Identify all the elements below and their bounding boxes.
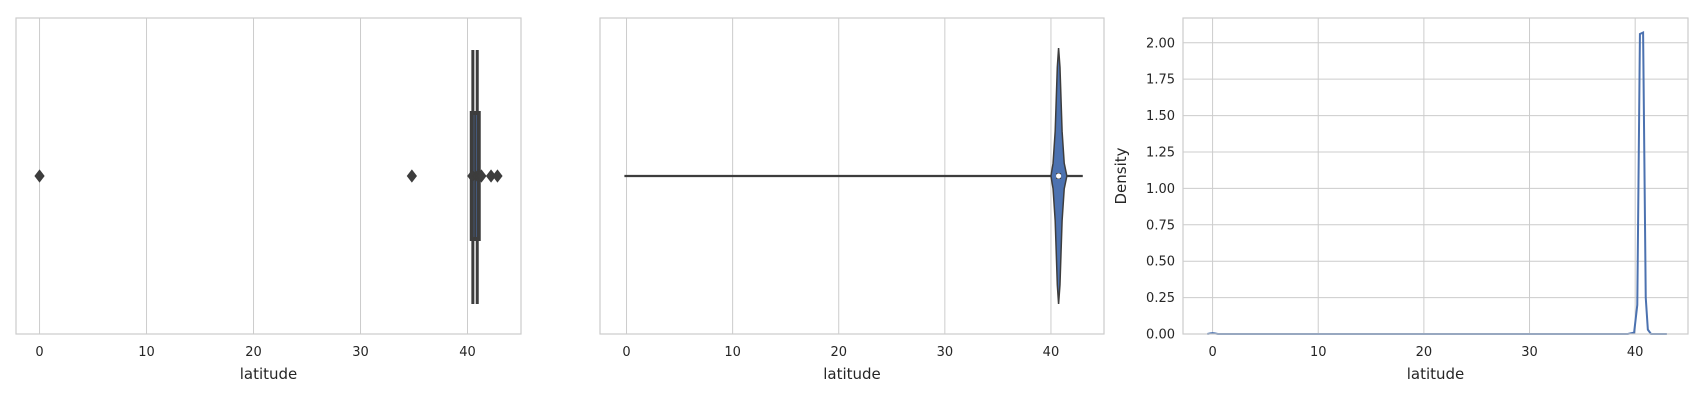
y-tick-label: 0.50 <box>1146 255 1175 270</box>
x-tick-label: 40 <box>1043 345 1060 360</box>
x-axis-label: latitude <box>1407 365 1465 383</box>
x-tick-label: 0 <box>35 345 43 360</box>
x-tick-label: 40 <box>1627 345 1644 360</box>
y-tick-label: 1.75 <box>1146 73 1175 88</box>
y-tick-label: 1.25 <box>1146 145 1175 160</box>
x-tick-label: 30 <box>937 345 954 360</box>
plot-frame <box>15 17 522 335</box>
x-axis-label: latitude <box>823 365 881 383</box>
x-tick-label: 20 <box>1416 345 1433 360</box>
y-tick-label: 0.75 <box>1146 218 1175 233</box>
x-tick-label: 40 <box>459 345 476 360</box>
outlier-point <box>492 169 503 183</box>
x-tick-label: 30 <box>1521 345 1538 360</box>
outlier-point <box>406 169 417 183</box>
median-point <box>1055 173 1062 179</box>
y-tick-label: 0.25 <box>1146 291 1175 306</box>
y-tick-label: 2.00 <box>1146 36 1175 51</box>
x-tick-label: 10 <box>138 345 155 360</box>
outlier-point <box>34 169 45 183</box>
x-tick-label: 10 <box>1310 345 1327 360</box>
boxplot-panel: 0 10 20 30 40 latitude <box>15 17 522 383</box>
violin-plot-panel: 0 10 20 30 40 latitude <box>599 17 1105 383</box>
y-tick-label: 1.50 <box>1146 109 1175 124</box>
x-tick-label: 20 <box>830 345 847 360</box>
x-tick-label: 10 <box>724 345 741 360</box>
y-axis-label: Density <box>1112 147 1130 204</box>
x-axis-label: latitude <box>240 365 298 383</box>
x-tick-label: 0 <box>622 345 630 360</box>
x-tick-label: 0 <box>1208 345 1216 360</box>
plot-frame <box>599 17 1105 335</box>
plot-frame <box>1182 17 1689 335</box>
x-tick-label: 20 <box>245 345 262 360</box>
y-tick-label: 0.00 <box>1146 328 1175 343</box>
density-line <box>1207 31 1667 335</box>
kde-density-panel: 0 10 20 30 40 latitude 0.00 0.25 0.50 0.75 1.00 1.2… <box>1112 17 1689 383</box>
outlier-point <box>476 169 487 183</box>
y-tick-label: 1.00 <box>1146 182 1175 197</box>
x-tick-label: 30 <box>352 345 369 360</box>
